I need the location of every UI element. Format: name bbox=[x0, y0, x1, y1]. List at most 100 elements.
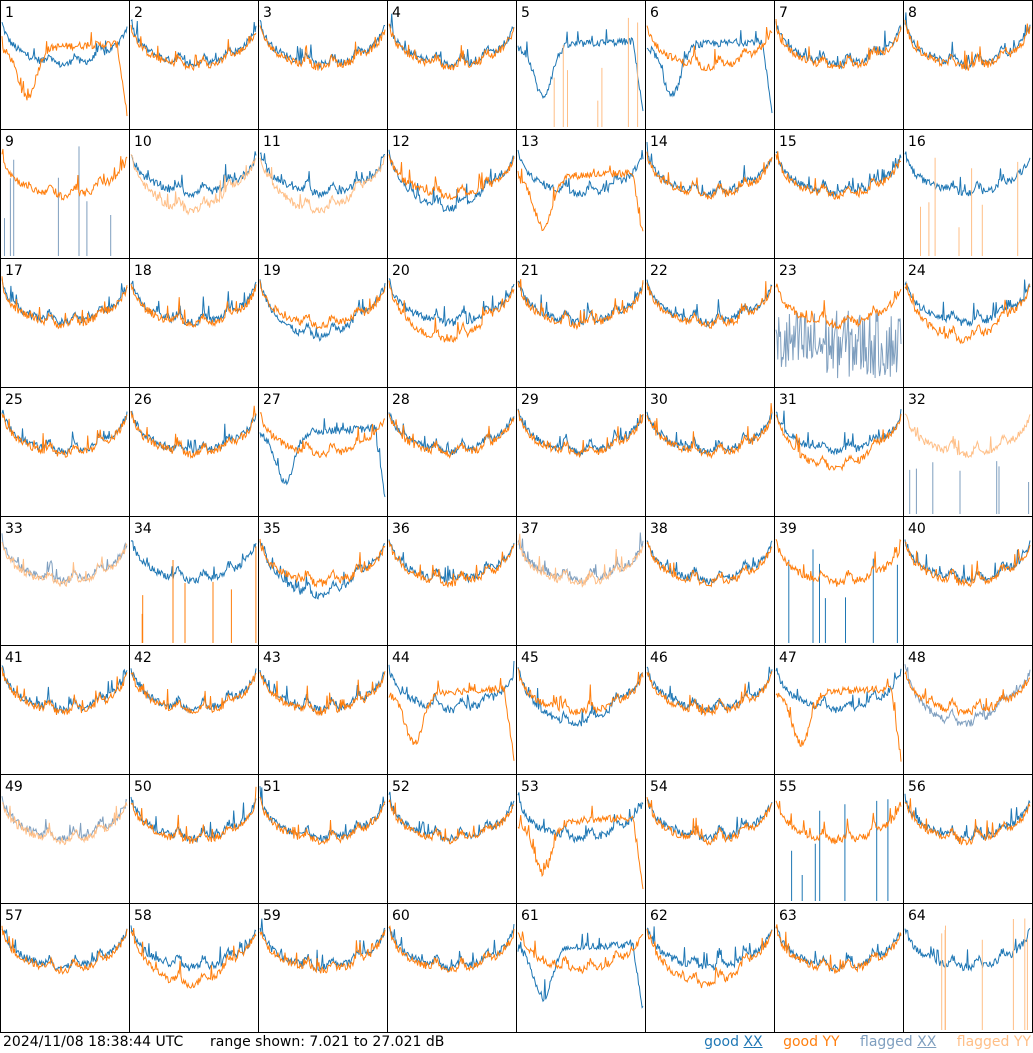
panel-8: 8 bbox=[903, 0, 1033, 130]
panel-number-label: 40 bbox=[908, 521, 926, 537]
series-xx-14 bbox=[646, 141, 773, 199]
series-yy-5 bbox=[553, 17, 639, 127]
panel-52: 52 bbox=[387, 774, 517, 904]
panel-number-label: 12 bbox=[392, 134, 410, 150]
series-xx-57 bbox=[1, 928, 128, 971]
panel-44: 44 bbox=[387, 645, 517, 775]
panel-number-label: 15 bbox=[779, 134, 797, 150]
series-xx-64 bbox=[904, 928, 1031, 972]
series-xx-56 bbox=[904, 793, 1031, 843]
panel-2: 2 bbox=[129, 0, 259, 130]
panel-5: 5 bbox=[516, 0, 646, 130]
panel-number-label: 5 bbox=[521, 5, 530, 21]
series-xx-18 bbox=[130, 280, 257, 328]
panel-frame bbox=[903, 0, 1033, 130]
panel-frame bbox=[258, 0, 388, 130]
series-yy-64 bbox=[941, 918, 1028, 1030]
series-yy-51 bbox=[259, 796, 386, 846]
panel-25: 25 bbox=[0, 387, 130, 517]
panel-4: 4 bbox=[387, 0, 517, 130]
series-yy-20 bbox=[388, 280, 515, 343]
series-yy-43 bbox=[259, 671, 386, 717]
panel-number-label: 42 bbox=[134, 650, 152, 666]
panel-13: 13 bbox=[516, 129, 646, 259]
panel-number-label: 39 bbox=[779, 521, 797, 537]
series-yy-62 bbox=[646, 928, 773, 989]
legend-good-yy-pol: YY bbox=[822, 1034, 840, 1050]
panel-number-label: 50 bbox=[134, 779, 152, 795]
panel-number-label: 43 bbox=[263, 650, 281, 666]
series-xx-13 bbox=[517, 149, 644, 199]
panel-number-label: 27 bbox=[263, 392, 281, 408]
series-yy-36 bbox=[388, 540, 515, 589]
series-yy-53 bbox=[517, 805, 644, 890]
series-yy-50 bbox=[130, 786, 257, 844]
series-xx-7 bbox=[775, 20, 902, 70]
legend-flagged-yy: flagged YY bbox=[957, 1034, 1031, 1050]
panel-6: 6 bbox=[645, 0, 775, 130]
series-xx-47 bbox=[775, 667, 902, 714]
panel-number-label: 48 bbox=[908, 650, 926, 666]
panel-7: 7 bbox=[774, 0, 904, 130]
series-xx-3 bbox=[259, 19, 385, 70]
series-xx-49 bbox=[1, 796, 128, 842]
panel-50: 50 bbox=[129, 774, 259, 904]
series-xx-32 bbox=[909, 461, 1030, 514]
panel-63: 63 bbox=[774, 903, 904, 1033]
panel-31: 31 bbox=[774, 387, 904, 517]
series-xx-11 bbox=[259, 152, 386, 199]
series-yy-12 bbox=[388, 154, 515, 201]
series-xx-39 bbox=[788, 549, 898, 643]
panel-number-label: 9 bbox=[5, 134, 14, 150]
series-xx-61 bbox=[517, 932, 644, 1009]
series-yy-17 bbox=[1, 276, 128, 330]
series-yy-19 bbox=[259, 280, 386, 330]
series-yy-13 bbox=[517, 165, 644, 232]
series-yy-27 bbox=[259, 411, 386, 459]
panel-number-label: 29 bbox=[521, 392, 539, 408]
series-xx-26 bbox=[130, 410, 257, 456]
panel-46: 46 bbox=[645, 645, 775, 775]
series-yy-39 bbox=[775, 538, 902, 587]
series-yy-54 bbox=[646, 796, 773, 846]
panel-9: 9 bbox=[0, 129, 130, 259]
panel-58: 58 bbox=[129, 903, 259, 1033]
panel-number-label: 31 bbox=[779, 392, 797, 408]
panel-number-label: 8 bbox=[908, 5, 917, 21]
panel-number-label: 18 bbox=[134, 263, 152, 279]
panel-number-label: 47 bbox=[779, 650, 797, 666]
series-xx-60 bbox=[388, 924, 515, 973]
series-xx-44 bbox=[388, 660, 515, 714]
panel-number-label: 36 bbox=[392, 521, 410, 537]
series-xx-5 bbox=[517, 29, 644, 112]
series-yy-38 bbox=[646, 541, 773, 588]
series-yy-10 bbox=[130, 153, 257, 216]
panel-number-label: 44 bbox=[392, 650, 410, 666]
series-xx-25 bbox=[1, 409, 128, 456]
series-xx-37 bbox=[517, 532, 644, 585]
panel-number-label: 24 bbox=[908, 263, 926, 279]
panel-21: 21 bbox=[516, 258, 646, 388]
panel-number-label: 41 bbox=[5, 650, 23, 666]
series-xx-23 bbox=[775, 310, 902, 379]
panel-56: 56 bbox=[903, 774, 1033, 904]
panel-number-label: 25 bbox=[5, 392, 23, 408]
panel-16: 16 bbox=[903, 129, 1033, 259]
series-xx-40 bbox=[904, 539, 1031, 584]
panel-29: 29 bbox=[516, 387, 646, 517]
panel-number-label: 17 bbox=[5, 263, 23, 279]
panel-number-label: 62 bbox=[650, 908, 668, 924]
series-yy-29 bbox=[517, 409, 644, 458]
series-xx-4 bbox=[388, 13, 515, 70]
series-yy-63 bbox=[775, 924, 902, 974]
series-yy-16 bbox=[920, 157, 1019, 256]
panel-number-label: 57 bbox=[5, 908, 23, 924]
series-yy-61 bbox=[517, 931, 644, 975]
series-yy-52 bbox=[388, 799, 515, 845]
series-xx-20 bbox=[388, 278, 515, 327]
series-xx-38 bbox=[646, 540, 773, 586]
legend-flagged-yy-prefix: flagged bbox=[956, 1034, 1014, 1050]
panel-number-label: 30 bbox=[650, 392, 668, 408]
panel-11: 11 bbox=[258, 129, 388, 259]
panel-33: 33 bbox=[0, 516, 130, 646]
